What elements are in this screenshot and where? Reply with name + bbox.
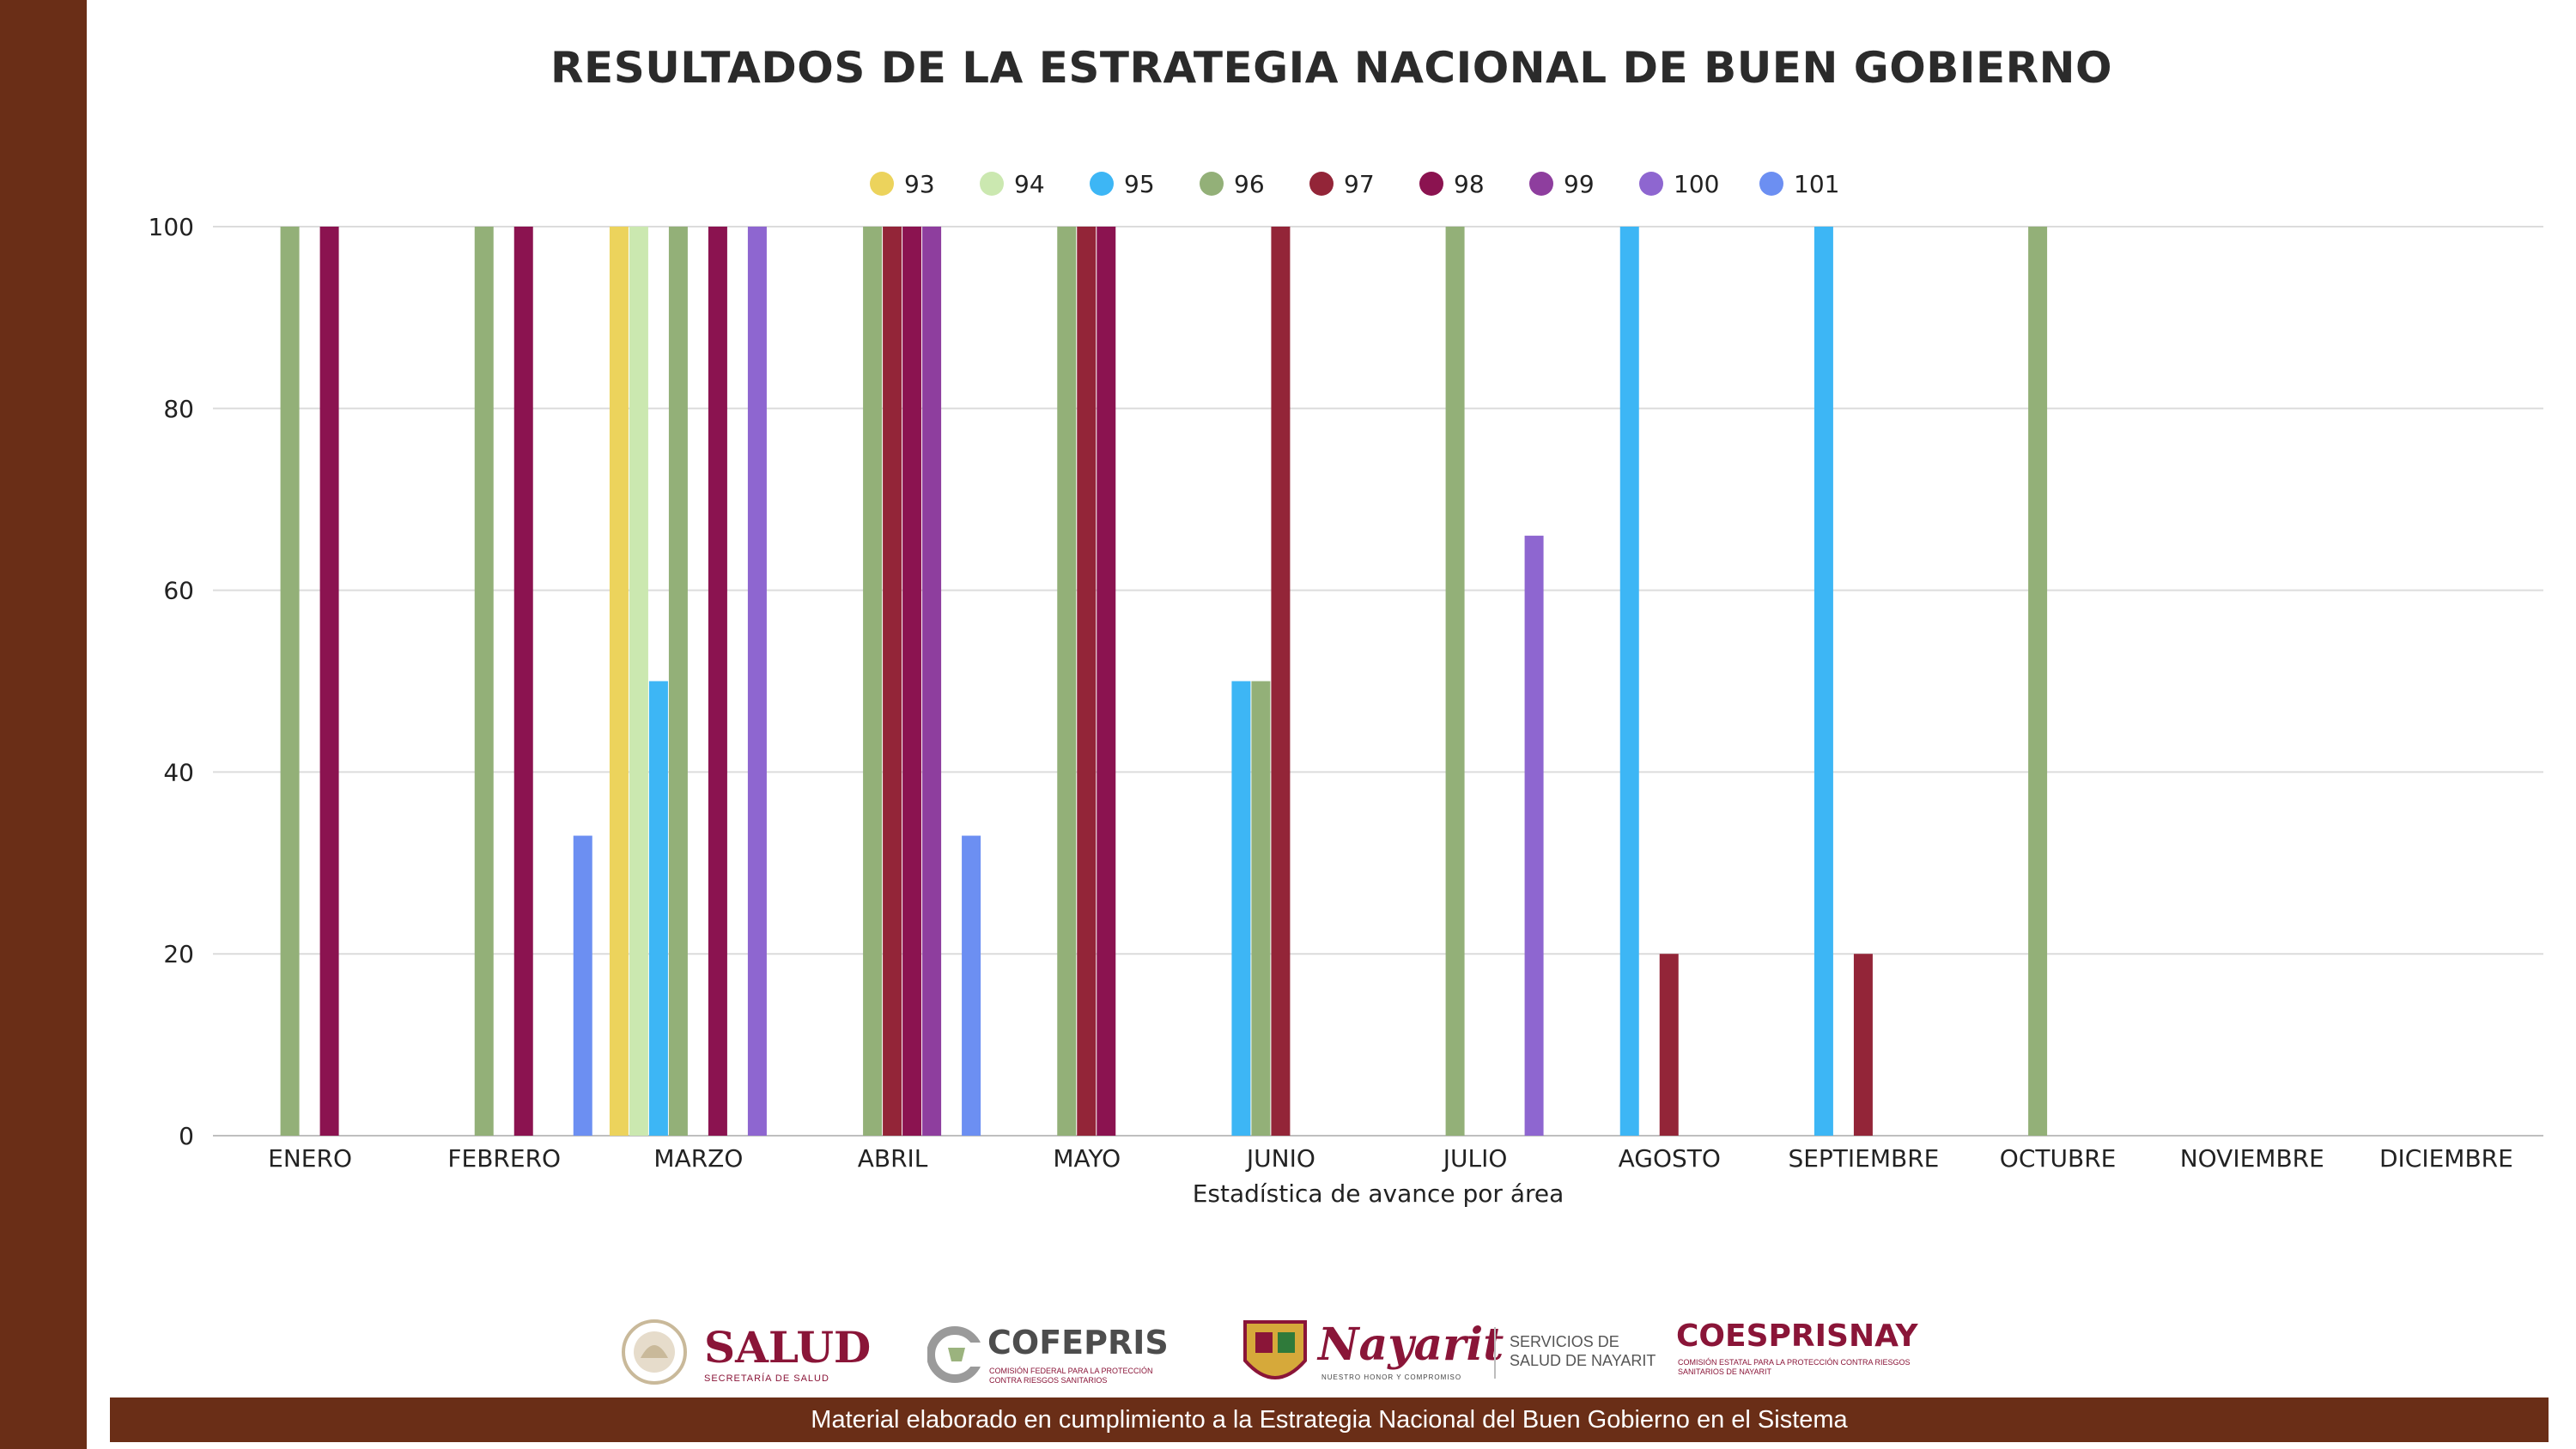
y-tick-label: 60 (163, 577, 194, 605)
legend-label-101: 101 (1794, 170, 1839, 198)
bar-chart: 0 20 40 60 80 100 ENERO FEBRERO MARZO ABRIL MAYO JU… (149, 170, 2543, 1208)
legend-marker-99 (1529, 172, 1553, 196)
x-tick-label: DICIEMBRE (2379, 1144, 2513, 1173)
servicios-salud-text: SERVICIOS DE SALUD DE NAYARIT (1510, 1332, 1656, 1370)
bar-95-agosto (1619, 227, 1639, 1136)
chart-title: RESULTADOS DE LA ESTRATEGIA NACIONAL DE … (550, 43, 2112, 93)
bar-97-agosto (1659, 954, 1679, 1136)
bar-99-abril (922, 227, 942, 1136)
bar-98-febrero (513, 227, 533, 1136)
nayarit-logo: Nayarit NUESTRO HONOR Y COMPROMISO SERVI… (1236, 1313, 1700, 1391)
coesprisnay-subtitle: COMISIÓN ESTATAL PARA LA PROTECCIÓN CONT… (1678, 1358, 1911, 1376)
legend-label-98: 98 (1454, 170, 1485, 198)
logo-divider (1494, 1327, 1496, 1379)
bar-100-marzo (747, 227, 767, 1136)
bar-98-abril (902, 227, 922, 1136)
legend-marker-98 (1419, 172, 1443, 196)
bar-98-enero (319, 227, 339, 1136)
cofepris-logo: COFEPRIS COMISIÓN FEDERAL PARA LA PROTEC… (927, 1313, 1185, 1391)
bar-95-septiembre (1814, 227, 1833, 1136)
bar-95-junio (1231, 681, 1251, 1136)
bar-96-enero (280, 227, 300, 1136)
legend-marker-94 (980, 172, 1004, 196)
bar-97-septiembre (1853, 954, 1873, 1136)
cofepris-emblem-icon (927, 1326, 984, 1383)
servicios-line-1: SERVICIOS DE (1510, 1333, 1619, 1350)
legend-label-95: 95 (1124, 170, 1155, 198)
bar-93-marzo (609, 227, 629, 1136)
logo-strip: SALUD SECRETARÍA DE SALUD COFEPRIS COMIS… (618, 1313, 1918, 1391)
x-axis-label: Estadística de avance por área (1193, 1179, 1564, 1208)
legend-marker-101 (1759, 172, 1783, 196)
bar-101-abril (962, 835, 981, 1136)
bar-95-marzo (648, 681, 668, 1136)
cofepris-subtitle: COMISIÓN FEDERAL PARA LA PROTECCIÓN CONT… (989, 1367, 1153, 1385)
legend-label-100: 100 (1674, 170, 1719, 198)
x-tick-label: SEPTIEMBRE (1788, 1144, 1939, 1173)
y-tick-label: 100 (149, 213, 194, 241)
coesprisnay-logo: COESPRISNAY COMISIÓN ESTATAL PARA LA PRO… (1676, 1313, 1925, 1391)
bar-96-abril (863, 227, 883, 1136)
nayarit-shield-icon (1243, 1320, 1307, 1379)
nayarit-subtitle: NUESTRO HONOR Y COMPROMISO (1321, 1373, 1462, 1381)
x-tick-label: MARZO (653, 1144, 743, 1173)
bar-98-marzo (708, 227, 727, 1136)
legend-marker-95 (1090, 172, 1114, 196)
nayarit-wordmark: Nayarit (1318, 1319, 1504, 1371)
bar-96-febrero (474, 227, 494, 1136)
legend-label-94: 94 (1014, 170, 1045, 198)
bar-96-julio (1445, 227, 1465, 1136)
legend-label-96: 96 (1234, 170, 1265, 198)
bar-96-marzo (668, 227, 688, 1136)
bar-101-febrero (573, 835, 592, 1136)
legend-label-99: 99 (1564, 170, 1595, 198)
x-tick-label: JULIO (1442, 1144, 1508, 1173)
x-tick-label: ABRIL (858, 1144, 928, 1173)
x-tick-label: AGOSTO (1619, 1144, 1721, 1173)
bar-97-junio (1271, 227, 1291, 1136)
x-tick-label: NOVIEMBRE (2180, 1144, 2324, 1173)
y-tick-label: 20 (163, 940, 194, 968)
bar-96-octubre (2028, 227, 2048, 1136)
legend-label-93: 93 (904, 170, 935, 198)
x-tick-label: MAYO (1053, 1144, 1121, 1173)
footer-banner: Material elaborado en cumplimiento a la … (110, 1397, 2549, 1442)
x-tick-label: JUNIO (1245, 1144, 1315, 1173)
y-tick-label: 40 (163, 758, 194, 786)
legend-marker-100 (1639, 172, 1663, 196)
servicios-line-2: SALUD DE NAYARIT (1510, 1352, 1656, 1369)
legend-marker-93 (870, 172, 894, 196)
x-tick-label: FEBRERO (447, 1144, 561, 1173)
bar-94-marzo (629, 227, 648, 1136)
salud-logo: SALUD SECRETARÍA DE SALUD (618, 1313, 893, 1391)
bar-97-abril (883, 227, 902, 1136)
legend-marker-96 (1200, 172, 1224, 196)
bar-96-junio (1251, 681, 1271, 1136)
y-tick-label: 80 (163, 395, 194, 423)
x-tick-label: OCTUBRE (2000, 1144, 2117, 1173)
y-tick-label: 0 (179, 1122, 194, 1150)
left-brand-bar (0, 0, 87, 1449)
salud-wordmark: SALUD (704, 1322, 872, 1373)
x-tick-label: ENERO (268, 1144, 352, 1173)
bar-100-julio (1524, 536, 1544, 1136)
cofepris-wordmark: COFEPRIS (987, 1324, 1169, 1361)
legend-label-97: 97 (1344, 170, 1375, 198)
salud-subtitle: SECRETARÍA DE SALUD (704, 1373, 829, 1384)
bar-98-mayo (1097, 227, 1116, 1136)
bar-96-mayo (1057, 227, 1077, 1136)
legend-marker-97 (1309, 172, 1334, 196)
bar-97-mayo (1077, 227, 1097, 1136)
mexico-seal-icon (622, 1319, 687, 1385)
coesprisnay-wordmark: COESPRISNAY (1676, 1319, 1918, 1354)
